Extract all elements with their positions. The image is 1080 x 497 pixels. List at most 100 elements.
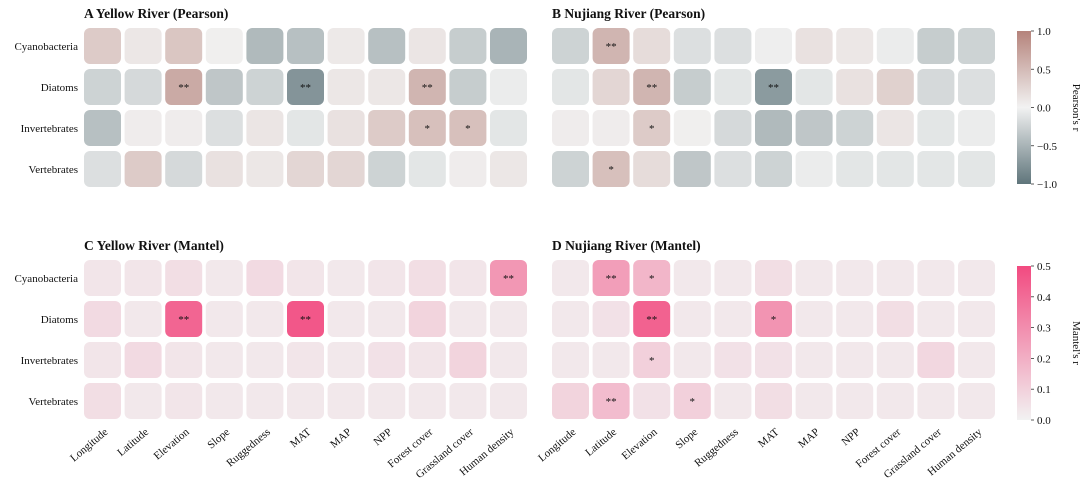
heatmap-cell [633,28,671,64]
significance-label: * [690,396,696,408]
heatmap-cell [165,260,203,296]
heatmap-cell [165,301,203,337]
heatmap-cell [795,28,833,64]
heatmap-cell [958,301,995,337]
heatmap-cell [205,301,243,337]
heatmap-cell [327,110,365,146]
heatmap-cell [755,69,792,105]
heatmap-cell [246,28,284,64]
colorbar-mantel: 0.5 0.4 0.3 0.2 0.1 0.0 Mantel's r [1017,261,1080,427]
column-label: Ruggedness [224,426,272,469]
heatmap-cell [876,383,914,419]
column-label: MAP [796,426,822,451]
heatmap-cell [287,151,324,187]
heatmap-cell [795,69,833,105]
colorbar-gradient-mantel [1017,266,1031,420]
significance-label: * [649,273,655,285]
heatmap-cell [287,342,324,378]
heatmap-cell [714,69,752,105]
heatmap-cell [287,110,324,146]
heatmap-cell [917,151,955,187]
heatmap-cell [552,110,589,146]
significance-label: * [649,123,655,135]
heatmap-cell [205,110,243,146]
heatmap-cell [552,342,589,378]
colorbar-tick-label: −1.0 [1037,179,1057,191]
heatmap-cell [490,260,527,296]
heatmap-cell [876,69,914,105]
colorbar-tick-label: 0.3 [1037,323,1051,335]
colorbar-tick-label: −0.5 [1037,141,1057,153]
heatmap-cell [552,301,589,337]
heatmap-cell [917,28,955,64]
heatmap-cell [165,28,203,64]
heatmap-cell [673,69,711,105]
heatmap-cell [368,110,406,146]
significance-label: * [465,123,471,135]
heatmap-cell [205,260,243,296]
colorbar-tick-label: 0.0 [1037,103,1051,115]
heatmap-cell [755,28,792,64]
heatmap-cell [327,260,365,296]
column-label: Latitude [583,426,619,459]
heatmap-cell [408,260,446,296]
heatmap-cell [449,151,487,187]
column-label: Longitude [536,426,578,464]
heatmap-cell [205,69,243,105]
heatmap-cell [287,301,324,337]
significance-label: ** [606,396,617,408]
heatmap-cell [205,342,243,378]
heatmap-cell [246,110,284,146]
heatmap-cell [633,260,671,296]
heatmap-cell [917,260,955,296]
heatmap-cell [714,110,752,146]
heatmap-cell [633,69,671,105]
heatmap-cell [795,260,833,296]
heatmap-cell [124,342,162,378]
heatmap-cell [714,260,752,296]
significance-label: ** [606,273,617,285]
heatmap-cell [592,383,630,419]
heatmap-cell [327,28,365,64]
heatmap-cell [84,342,121,378]
heatmap-cell [755,260,792,296]
heatmap-cell [165,69,203,105]
heatmap-cell [633,383,671,419]
heatmap-cell [368,151,406,187]
row-label: Invertebrates [21,355,78,367]
column-label: MAT [756,426,782,450]
heatmap-cell [673,260,711,296]
heatmap-cell [755,383,792,419]
heatmap-cell [917,383,955,419]
panel-title-D: D Nujiang River (Mantel) [552,238,701,253]
heatmap-cell [592,342,630,378]
panel-C: C Yellow River (Mantel) Cyanobacteria Diat… [14,238,527,481]
heatmap-cell [795,301,833,337]
heatmap-cell [633,342,671,378]
significance-label: ** [768,82,779,94]
row-label: Diatoms [41,314,78,326]
heatmap-cell [327,151,365,187]
heatmap-cell [287,383,324,419]
heatmap-cell [673,110,711,146]
heatmap-cell [490,69,527,105]
heatmap-cell [958,342,995,378]
colorbar-title-mantel: Mantel's r [1070,321,1080,365]
heatmap-cell [714,28,752,64]
heatmap-cell [714,301,752,337]
panel-title-B: B Nujiang River (Pearson) [552,6,705,21]
heatmap-cell [490,301,527,337]
heatmap-cell [795,151,833,187]
column-label: Latitude [115,426,151,459]
heatmap-cell [633,151,671,187]
heatmap-cell [165,151,203,187]
heatmap-cell [673,28,711,64]
heatmap-cell [246,383,284,419]
heatmap-cell [287,69,324,105]
colorbar-gradient-pearson [1017,31,1031,184]
heatmap-cell [408,383,446,419]
heatmap-cell [836,110,874,146]
heatmap-cell [165,342,203,378]
heatmap-cell [368,301,406,337]
